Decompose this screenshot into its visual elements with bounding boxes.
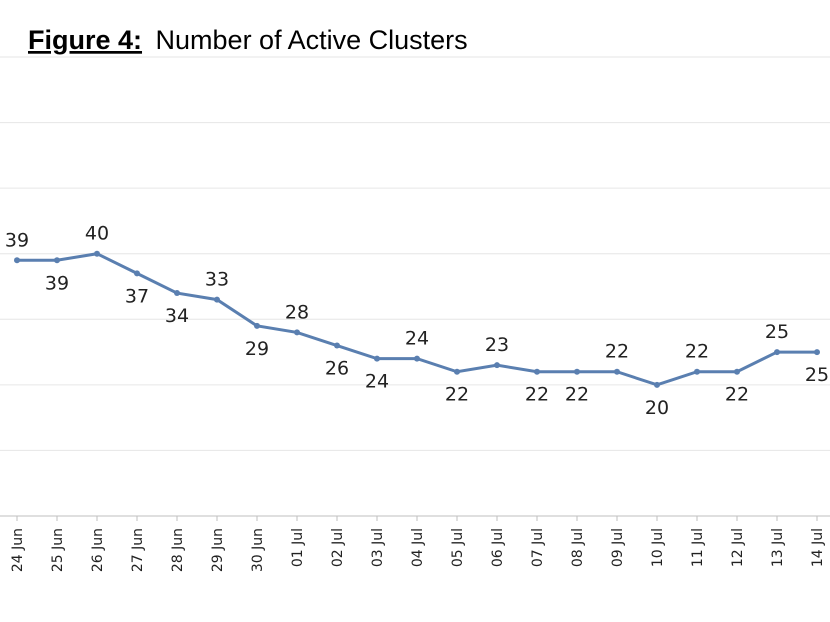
point [334,342,340,349]
point [654,381,660,388]
value-label: 22 [565,384,589,406]
point [734,368,740,375]
value-label: 25 [765,321,789,343]
value-label: 25 [805,364,829,386]
point [374,355,380,362]
point [534,368,540,375]
chart-title: Figure 4: Number of Active Clusters [28,25,468,55]
title-prefix: Figure 4: [28,25,142,55]
value-label: 39 [5,229,29,251]
value-label: 24 [405,328,429,350]
x-tick-label: 10 Jul [650,528,666,567]
point [574,368,580,375]
point [414,355,420,362]
x-tick-label: 26 Jun [90,528,106,572]
x-tick-label: 13 Jul [770,528,786,567]
point [14,257,20,264]
point [134,270,140,277]
x-tick-label: 06 Jul [490,528,506,567]
x-tick-label: 04 Jul [410,528,426,567]
point [494,362,500,369]
value-label: 34 [165,305,189,327]
point [614,368,620,375]
x-tick-label: 09 Jul [610,528,626,567]
point [294,329,300,336]
point [774,349,780,356]
point [174,290,180,297]
value-label: 23 [485,334,509,356]
value-label: 39 [45,272,69,294]
point [254,322,260,329]
value-label: 33 [205,269,229,291]
value-label: 24 [365,371,389,393]
value-label: 22 [725,384,749,406]
value-label: 22 [445,384,469,406]
title-text: Number of Active Clusters [156,25,468,55]
value-label: 22 [605,341,629,363]
x-tick-label: 29 Jun [210,528,226,572]
x-tick-label: 07 Jul [530,528,546,567]
x-tick-label: 01 Jul [290,528,306,567]
x-tick-label: 24 Jun [10,528,26,572]
value-label: 40 [85,223,109,245]
x-tick-label: 12 Jul [730,528,746,567]
x-tick-label: 25 Jun [50,528,66,572]
value-label: 20 [645,397,669,419]
x-tick-label: 27 Jun [130,528,146,572]
x-tick-label: 14 Jul [810,528,826,567]
value-label: 22 [525,384,549,406]
x-tick-label: 11 Jul [690,528,706,567]
point [814,349,820,356]
x-tick-label: 28 Jun [170,528,186,572]
value-label: 22 [685,341,709,363]
point [214,296,220,303]
value-label: 29 [245,338,269,360]
value-label: 26 [325,358,349,380]
value-label: 37 [125,285,149,307]
point [54,257,60,264]
x-tick-label: 05 Jul [450,528,466,567]
point [94,250,100,257]
point [454,368,460,375]
x-tick-label: 30 Jun [250,528,266,572]
x-tick-label: 08 Jul [570,528,586,567]
point [694,368,700,375]
value-label: 28 [285,301,309,323]
x-tick-label: 03 Jul [370,528,386,567]
x-tick-label: 02 Jul [330,528,346,567]
